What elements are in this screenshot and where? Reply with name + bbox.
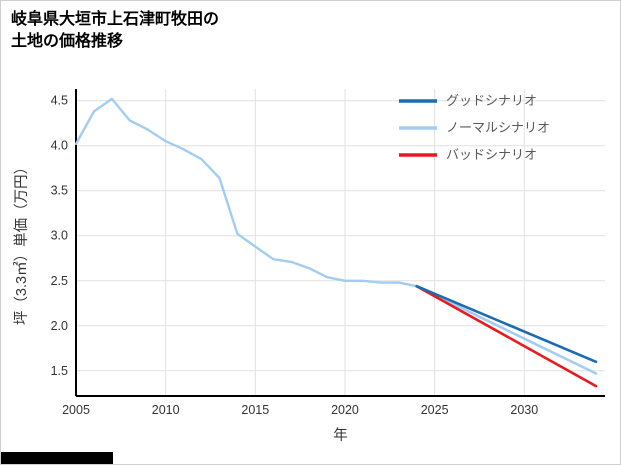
legend-entry-good-scenario: グッドシナリオ [399, 93, 537, 108]
x-tick-label: 2010 [152, 403, 180, 417]
x-tick-label: 2025 [421, 403, 449, 417]
good-scenario-legend-label: グッドシナリオ [446, 93, 537, 108]
y-tick-label: 4.0 [51, 139, 68, 153]
tick-labels: 2005 2010 2015 2020 2025 2030 1.5 2.0 2.5 3.0 3.5 4… [51, 94, 539, 417]
bottom-black-bar [1, 452, 113, 464]
page-title-line1: 岐阜県大垣市上石津町牧田の [11, 11, 220, 28]
series [74, 97, 598, 388]
normal-scenario-line [415, 284, 598, 375]
y-tick-label: 4.5 [51, 94, 68, 108]
normal-scenario-legend-label: ノーマルシナリオ [446, 120, 550, 135]
page-title-line2: 土地の価格推移 [11, 33, 124, 50]
bad-scenario-legend-label: バッドシナリオ [446, 147, 537, 162]
axes [75, 89, 605, 397]
x-tick-label: 2020 [331, 403, 359, 417]
x-tick-label: 2005 [62, 403, 90, 417]
x-tick-label: 2030 [510, 403, 538, 417]
y-axis-label: 坪（3.3㎡）単価（万円） [13, 160, 30, 325]
bad-scenario-line [415, 284, 598, 388]
y-tick-label: 2.0 [51, 319, 68, 333]
x-axis-label: 年 [333, 427, 348, 444]
y-tick-label: 3.5 [51, 184, 68, 198]
y-tick-label: 1.5 [51, 364, 68, 378]
x-tick-label: 2015 [241, 403, 269, 417]
good-scenario-line [415, 284, 598, 364]
legend-entry-bad-scenario: バッドシナリオ [399, 147, 537, 162]
page-title: 岐阜県大垣市上石津町牧田の 土地の価格推移 [11, 9, 219, 53]
y-tick-label: 3.0 [51, 229, 68, 243]
y-tick-label: 2.5 [51, 274, 68, 288]
history-line [74, 97, 418, 288]
legend-entry-normal-scenario: ノーマルシナリオ [399, 120, 550, 135]
